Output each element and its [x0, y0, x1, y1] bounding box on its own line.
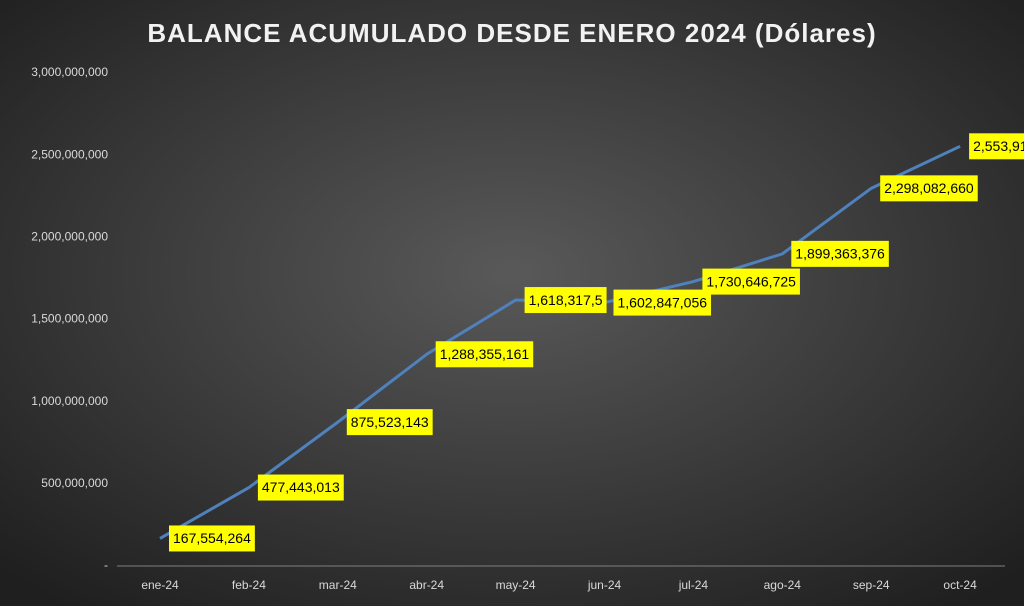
data-label-box [791, 240, 889, 267]
data-label: 1,618,317,5 [529, 292, 603, 308]
x-tick-label: jul-24 [678, 578, 709, 592]
y-tick-label: 2,000,000,000 [31, 230, 108, 244]
data-label-box [880, 175, 978, 202]
data-label: 2,553,911,602 [973, 138, 1024, 154]
y-tick-label: 1,000,000,000 [31, 394, 108, 408]
data-label: 2,298,082,660 [884, 180, 974, 196]
data-label: 1,288,355,161 [440, 346, 530, 362]
y-tick-label: 500,000,000 [41, 476, 108, 490]
data-label-group: 1,288,355,161 [435, 341, 534, 368]
x-tick-label: oct-24 [943, 578, 977, 592]
x-tick-label: ene-24 [141, 578, 179, 592]
data-label-box [257, 474, 344, 501]
x-tick-label: jun-24 [587, 578, 622, 592]
data-label-box [435, 341, 534, 368]
data-label: 1,730,646,725 [706, 273, 796, 289]
chart-title: BALANCE ACUMULADO DESDE ENERO 2024 (Dóla… [147, 18, 876, 48]
data-label-box [702, 268, 800, 295]
data-label-group: 477,443,013 [257, 474, 344, 501]
x-tick-label: abr-24 [409, 578, 444, 592]
data-label: 477,443,013 [262, 479, 340, 495]
data-label-group: 1,899,363,376 [791, 240, 889, 267]
data-label-group: 2,298,082,660 [880, 175, 978, 202]
y-tick-label: 3,000,000,000 [31, 65, 108, 79]
data-label-box [613, 289, 712, 316]
y-tick-label: - [104, 558, 108, 572]
data-label-box [346, 409, 433, 436]
data-label: 1,602,847,056 [618, 294, 708, 310]
data-label: 167,554,264 [173, 530, 251, 546]
data-label-group: 1,602,847,056 [613, 289, 712, 316]
y-tick-label: 2,500,000,000 [31, 147, 108, 161]
data-label-group: 875,523,143 [346, 409, 433, 436]
x-tick-label: mar-24 [319, 578, 357, 592]
data-label-group: 1,730,646,725 [702, 268, 800, 295]
data-label: 875,523,143 [351, 414, 429, 430]
y-tick-label: 1,500,000,000 [31, 312, 108, 326]
data-label-box [969, 133, 1024, 160]
data-label-group: 167,554,264 [169, 525, 255, 552]
data-label-group: 1,618,317,5 [524, 287, 607, 314]
data-label-box [524, 287, 607, 314]
x-tick-label: feb-24 [232, 578, 266, 592]
data-label-box [169, 525, 255, 552]
x-tick-label: ago-24 [764, 578, 802, 592]
x-tick-label: sep-24 [853, 578, 890, 592]
data-label: 1,899,363,376 [795, 246, 885, 262]
data-label-group: 2,553,911,602 [969, 133, 1024, 160]
x-tick-label: may-24 [496, 578, 536, 592]
